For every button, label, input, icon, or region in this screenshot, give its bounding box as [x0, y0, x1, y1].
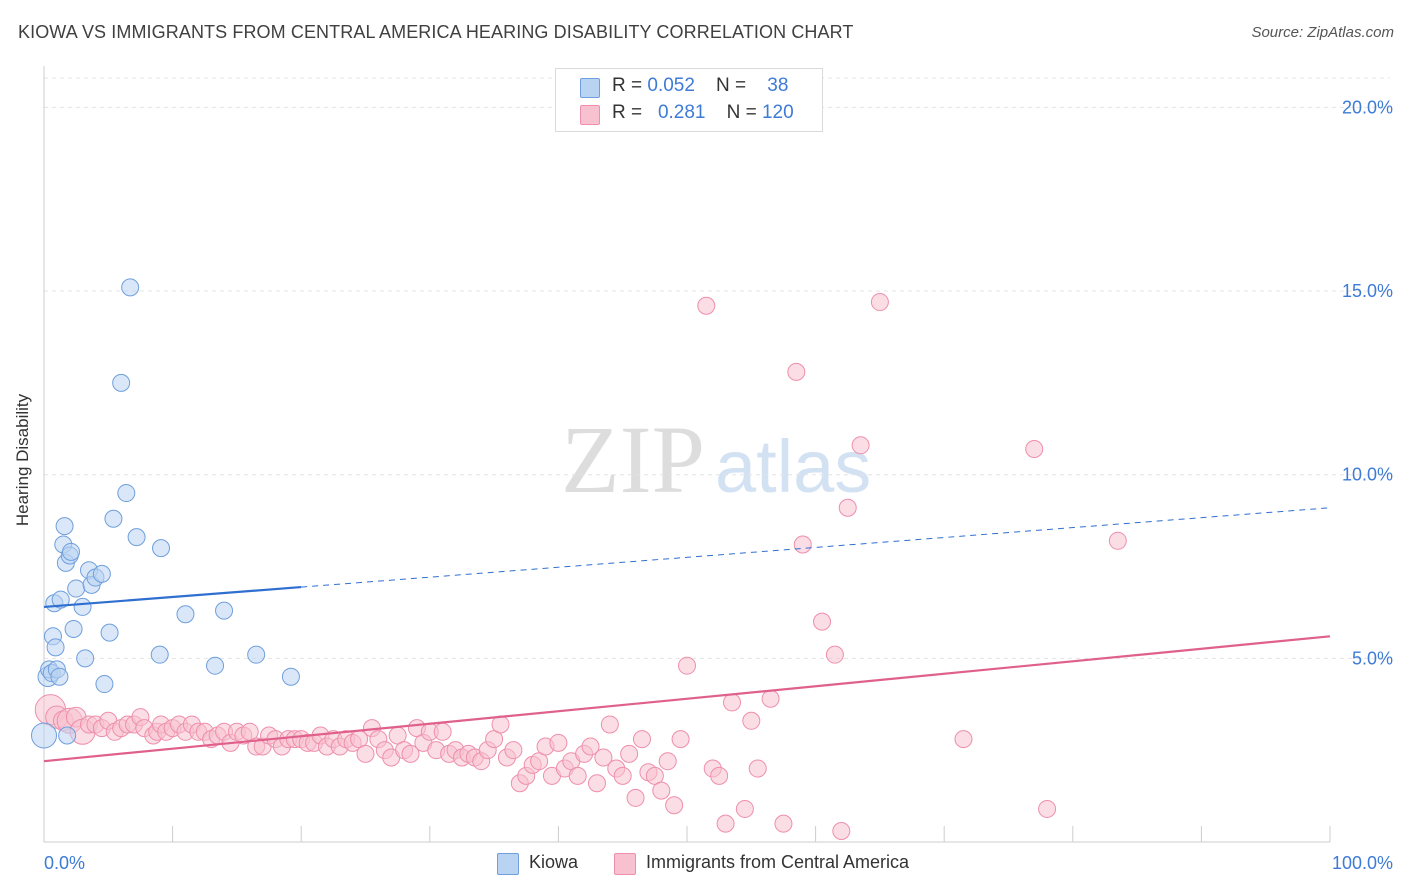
kiowa-point: [51, 590, 70, 609]
immigrants-point: [793, 535, 812, 554]
immigrants-point: [504, 741, 523, 760]
kiowa-point: [76, 649, 95, 668]
kiowa-point: [55, 517, 74, 536]
legend-row-text: R = 0.281 N = 120: [612, 102, 794, 123]
immigrants-point: [568, 766, 587, 785]
immigrants-point: [735, 799, 754, 818]
kiowa-point: [281, 667, 300, 686]
immigrants-swatch: [580, 105, 600, 125]
kiowa-point: [46, 638, 65, 657]
kiowa-point: [127, 528, 146, 547]
kiowa-point: [104, 509, 123, 528]
kiowa-point: [58, 726, 77, 745]
watermark-zip: ZIP: [561, 406, 705, 513]
kiowa-point: [215, 601, 234, 620]
immigrants-point: [813, 612, 832, 631]
immigrants-point: [870, 293, 889, 312]
immigrants-point: [613, 766, 632, 785]
immigrants-point: [825, 645, 844, 664]
immigrants-point: [787, 362, 806, 381]
immigrants-point: [716, 814, 735, 833]
immigrants-point: [594, 748, 613, 767]
immigrants-point: [665, 796, 684, 815]
x-tick-label: 100.0%: [1332, 853, 1393, 873]
immigrants-point: [632, 730, 651, 749]
kiowa-point: [112, 373, 131, 392]
y-axis-label: Hearing Disability: [13, 393, 32, 527]
immigrants-point: [652, 781, 671, 800]
immigrants-point: [581, 737, 600, 756]
kiowa-point: [73, 597, 92, 616]
kiowa-point: [31, 722, 57, 749]
kiowa-point: [95, 675, 114, 694]
y-tick-label: 5.0%: [1352, 648, 1393, 668]
immigrants-point: [549, 733, 568, 752]
immigrants-point: [742, 711, 761, 730]
immigrants-point: [587, 774, 606, 793]
immigrants-point: [851, 436, 870, 455]
kiowa-point: [176, 605, 195, 624]
immigrants-point: [774, 814, 793, 833]
source-label: Source: ZipAtlas.com: [1251, 24, 1394, 41]
immigrants-legend-label: Immigrants from Central America: [646, 852, 910, 872]
chart-title: KIOWA VS IMMIGRANTS FROM CENTRAL AMERICA…: [18, 22, 854, 42]
immigrants-point: [1038, 799, 1057, 818]
kiowa-point: [50, 667, 69, 686]
immigrants-trend-line: [43, 635, 1331, 763]
immigrants-point: [401, 744, 420, 763]
kiowa-swatch: [580, 78, 600, 98]
kiowa-point: [247, 645, 266, 664]
immigrants-point: [1108, 531, 1127, 550]
immigrants-point: [658, 752, 677, 771]
immigrants-point: [600, 715, 619, 734]
immigrants-point: [678, 656, 696, 675]
kiowa-point: [121, 278, 140, 297]
watermark-atlas: atlas: [715, 425, 871, 508]
kiowa-point: [67, 579, 86, 598]
immigrants-point: [356, 744, 375, 763]
immigrants-point: [838, 498, 857, 517]
immigrants-point: [748, 759, 767, 778]
kiowa-point: [100, 623, 119, 642]
immigrants-point: [433, 722, 452, 741]
immigrants-point: [723, 693, 742, 712]
immigrants-point: [1025, 439, 1044, 458]
immigrants-point: [954, 730, 973, 749]
immigrants-point: [671, 730, 690, 749]
kiowa-legend-swatch: [497, 853, 519, 875]
kiowa-point: [152, 539, 171, 558]
kiowa-point: [92, 564, 111, 583]
y-tick-label: 10.0%: [1342, 465, 1393, 485]
kiowa-point: [150, 645, 169, 664]
immigrants-point: [832, 821, 851, 840]
correlation-legend: R = 0.052 N = 38 R = 0.281 N = 120: [555, 68, 823, 132]
kiowa-legend-label: Kiowa: [529, 852, 579, 872]
immigrants-point: [761, 689, 780, 708]
immigrants-point: [697, 296, 716, 315]
kiowa-trend-extension: [301, 507, 1331, 588]
kiowa-point: [117, 484, 136, 503]
immigrants-point: [620, 744, 639, 763]
kiowa-point: [62, 542, 81, 561]
kiowa-trend-line: [43, 585, 302, 609]
kiowa-point: [206, 656, 225, 675]
legend-row-text: R = 0.052 N = 38: [612, 75, 789, 96]
kiowa-point: [64, 619, 83, 638]
y-tick-label: 20.0%: [1342, 97, 1393, 117]
immigrants-legend-swatch: [614, 853, 636, 875]
y-tick-label: 15.0%: [1342, 281, 1393, 301]
x-tick-label: 0.0%: [44, 853, 85, 873]
immigrants-point: [710, 766, 729, 785]
immigrants-point: [626, 788, 645, 807]
